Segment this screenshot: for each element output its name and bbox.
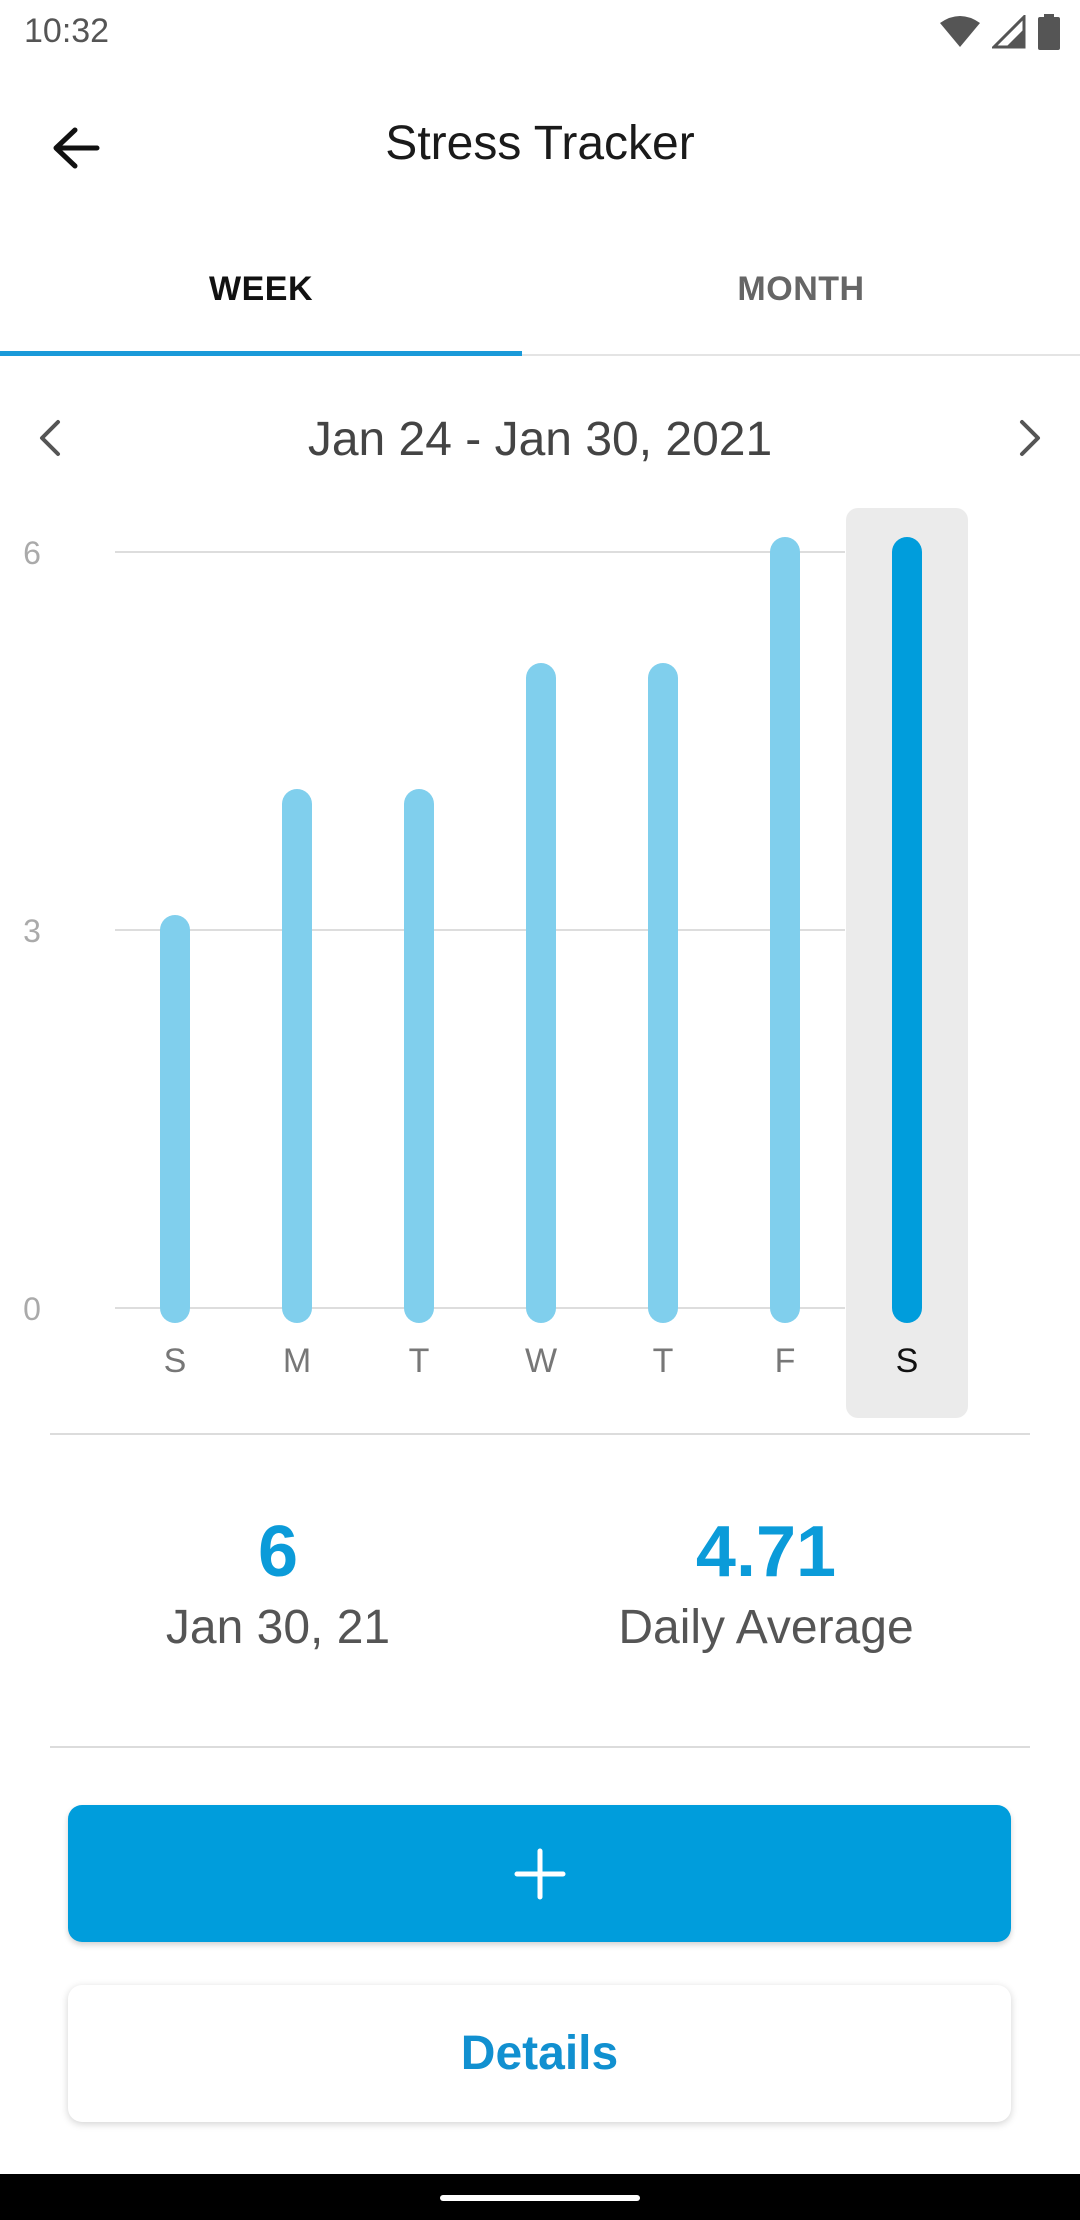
selected-day-stat: 6 Jan 30, 21 — [68, 1510, 488, 1655]
wifi-icon — [940, 16, 980, 47]
x-tick-label: M — [283, 1342, 311, 1380]
chart-bar[interactable] — [648, 663, 678, 1323]
x-tick-label: S — [896, 1342, 919, 1380]
chart-bar[interactable] — [892, 537, 922, 1323]
selected-day-value: 6 — [257, 1512, 299, 1592]
details-button[interactable]: Details — [68, 1985, 1011, 2122]
system-nav-bar — [0, 2174, 1080, 2220]
signal-icon — [992, 15, 1026, 49]
y-tick-label: 0 — [23, 1291, 41, 1327]
chart-bar[interactable] — [282, 789, 312, 1323]
daily-average-label: Daily Average — [618, 1601, 914, 1654]
daily-average-stat: 4.71 Daily Average — [556, 1510, 976, 1655]
x-tick-label: T — [653, 1342, 674, 1380]
x-tick-label: W — [525, 1342, 557, 1380]
next-week-button[interactable] — [1000, 398, 1060, 478]
x-tick-label: S — [164, 1342, 187, 1380]
divider — [50, 1433, 1030, 1435]
page-title: Stress Tracker — [385, 117, 695, 170]
date-range: Jan 24 - Jan 30, 2021 — [307, 413, 773, 466]
chart-bar[interactable] — [770, 537, 800, 1323]
arrow-left-icon — [53, 127, 100, 169]
previous-week-button[interactable] — [20, 398, 80, 478]
home-handle[interactable] — [440, 2195, 640, 2201]
stress-bar-chart: 0 3 6 S M T W T F S — [23, 508, 968, 1418]
chart-bar[interactable] — [160, 915, 190, 1323]
battery-icon — [1038, 14, 1060, 50]
selected-day-date: Jan 30, 21 — [165, 1601, 391, 1654]
status-bar: 10:32 — [0, 0, 1080, 66]
app-bar: Stress Tracker — [0, 66, 1080, 222]
back-button[interactable] — [36, 108, 116, 188]
y-tick-label: 6 — [23, 535, 41, 571]
add-entry-button[interactable] — [68, 1805, 1011, 1942]
tab-month[interactable]: MONTH — [737, 269, 865, 308]
tab-week[interactable]: WEEK — [209, 269, 313, 308]
daily-average-value: 4.71 — [695, 1512, 837, 1592]
chart-bar[interactable] — [404, 789, 434, 1323]
chart-bar[interactable] — [526, 663, 556, 1323]
chevron-right-icon — [1020, 420, 1040, 456]
tab-bar: WEEK MONTH — [0, 222, 1080, 356]
x-tick-label: T — [409, 1342, 430, 1380]
y-tick-label: 3 — [23, 913, 41, 949]
x-tick-label: F — [775, 1342, 796, 1380]
chevron-left-icon — [40, 420, 60, 456]
status-icons — [940, 14, 1060, 50]
status-time: 10:32 — [24, 12, 110, 50]
tab-indicator — [0, 351, 522, 356]
divider — [50, 1746, 1030, 1748]
plus-icon — [514, 1848, 565, 1899]
date-navigator: Jan 24 - Jan 30, 2021 — [0, 390, 1080, 490]
